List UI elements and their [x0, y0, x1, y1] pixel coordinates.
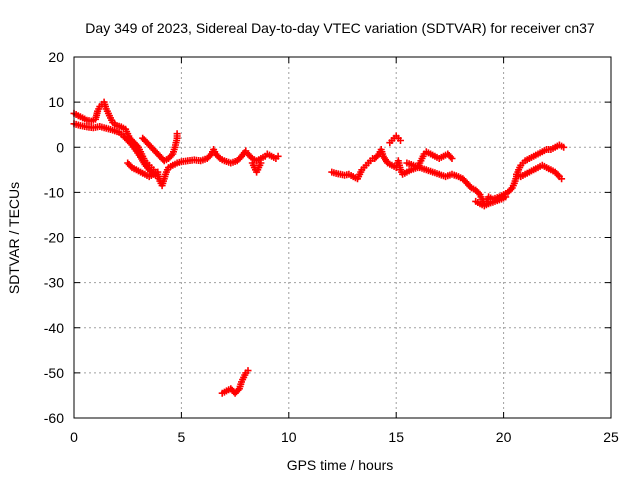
x-tick-label: 15: [388, 429, 404, 445]
data-point: [257, 159, 265, 167]
x-tick-label: 20: [496, 429, 512, 445]
data-point: [206, 152, 214, 159]
data-segment: [386, 132, 404, 147]
data-segment: [218, 367, 252, 397]
data-segment: [124, 159, 162, 181]
data-segment: [70, 120, 162, 181]
data-point: [397, 137, 404, 144]
data-point: [234, 386, 242, 394]
data-point: [560, 143, 568, 151]
data-point: [447, 153, 455, 161]
data-point: [507, 185, 515, 193]
data-segment: [513, 161, 566, 183]
x-tick-label: 25: [603, 429, 619, 445]
x-tick-label: 10: [281, 429, 297, 445]
y-tick-label: 20: [48, 49, 64, 65]
y-tick-label: -30: [44, 275, 64, 291]
data-point: [502, 193, 510, 201]
data-segment: [371, 146, 456, 178]
y-tick-label: 0: [56, 139, 64, 155]
data-segment: [328, 155, 377, 183]
data-layer: [70, 98, 568, 397]
y-tick-label: -60: [44, 410, 64, 426]
data-point: [554, 171, 562, 179]
data-segment: [472, 193, 510, 210]
data-point: [466, 182, 474, 190]
data-point: [167, 152, 175, 159]
data-point: [274, 152, 282, 160]
y-tick-label: -50: [44, 365, 64, 381]
chart-title: Day 349 of 2023, Sidereal Day-to-day VTE…: [85, 20, 595, 36]
x-axis-label: GPS time / hours: [287, 457, 394, 473]
data-point: [448, 155, 456, 162]
tick-layer: -60 -50 -40 -30 -20 -10 0 10 20 0 5 10 15 20 25: [44, 49, 619, 445]
y-axis-label: SDTVAR / TECUs: [6, 182, 22, 294]
x-tick-label: 5: [178, 429, 186, 445]
data-point: [154, 168, 162, 176]
data-segment: [248, 159, 265, 176]
x-tick-label: 0: [70, 429, 78, 445]
data-segment: [139, 130, 181, 165]
data-segment: [403, 141, 568, 208]
y-tick-label: -10: [44, 184, 64, 200]
y-tick-label: -20: [44, 230, 64, 246]
y-tick-label: -40: [44, 320, 64, 336]
grid-layer: [74, 57, 611, 418]
data-point: [173, 130, 181, 138]
data-series: [70, 98, 568, 397]
y-tick-label: 10: [48, 94, 64, 110]
data-point: [244, 367, 252, 375]
data-point: [558, 175, 566, 183]
data-point: [475, 189, 482, 197]
data-point: [215, 153, 223, 161]
